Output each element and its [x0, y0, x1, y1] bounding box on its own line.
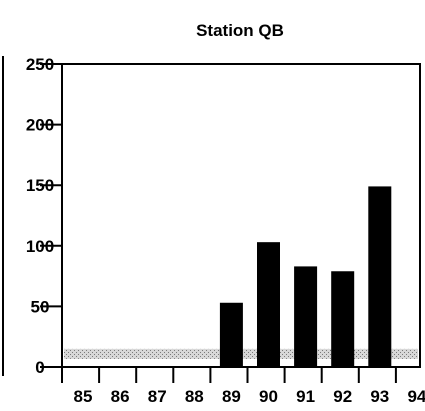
bar-91	[294, 266, 318, 367]
y-tick-label-100: 100	[26, 237, 54, 256]
y-tick-label-250: 250	[26, 55, 54, 74]
bar-89	[219, 302, 243, 367]
x-tick-label-87: 87	[148, 387, 167, 406]
x-tick-label-93: 93	[370, 387, 389, 406]
bar-92	[331, 271, 355, 367]
y-tick-label-0: 0	[35, 358, 44, 377]
x-tick-label-91: 91	[296, 387, 315, 406]
y-tick-label-200: 200	[26, 116, 54, 135]
y-tick-label-50: 50	[31, 297, 50, 316]
x-tick-label-89: 89	[222, 387, 241, 406]
bar-93	[368, 186, 392, 367]
chart-title: Station QB	[196, 21, 284, 40]
x-tick-label-92: 92	[333, 387, 352, 406]
x-tick-label-88: 88	[185, 387, 204, 406]
x-tick-label-90: 90	[259, 387, 278, 406]
bar-90	[257, 242, 280, 367]
x-tick-label-94: 94	[407, 387, 425, 406]
y-tick-label-150: 150	[26, 176, 54, 195]
x-tick-label-85: 85	[74, 387, 93, 406]
x-tick-label-86: 86	[111, 387, 130, 406]
